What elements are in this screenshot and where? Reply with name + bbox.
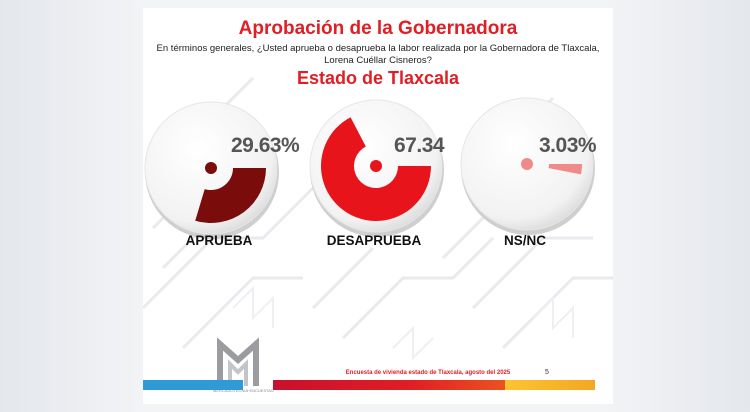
value-label-nsnc: 3.03% — [539, 134, 597, 157]
footer-bar-orange — [505, 380, 595, 390]
survey-question: En términos generales, ¿Usted aprueba o … — [156, 43, 600, 66]
gauge-segment-aprueba — [195, 168, 266, 223]
gauge-segment-nsnc — [548, 164, 582, 175]
footer-bar-red — [273, 380, 548, 390]
gauge-center-dot-nsnc — [521, 158, 533, 170]
footer-bar-blue — [143, 380, 243, 390]
category-label-aprueba: APRUEBA — [185, 233, 253, 248]
value-label-aprueba: 29.63% — [231, 134, 300, 157]
gauge-center-dot-aprueba — [205, 162, 217, 174]
source-note: Encuesta de vivienda estado de Tlaxcala,… — [345, 370, 511, 376]
gauge-chart — [144, 97, 595, 239]
category-label-nsnc: NS/NC — [503, 233, 546, 248]
region-subtitle: Estado de Tlaxcala — [296, 68, 460, 88]
value-label-desaprueba: 67.34 — [394, 134, 445, 157]
company-logo — [217, 337, 259, 386]
gauge-segment-desaprueba — [321, 117, 431, 221]
logo-caption: MERCADOTECNIA·ENCUESTAS — [213, 388, 274, 393]
page-number: 5 — [545, 369, 549, 376]
category-label-desaprueba: DESAPRUEBA — [326, 233, 422, 248]
gauge-center-dot-desaprueba — [370, 160, 382, 172]
slide: Aprobación de la Gobernadora En términos… — [143, 8, 613, 404]
page-title: Aprobación de la Gobernadora — [238, 18, 518, 39]
